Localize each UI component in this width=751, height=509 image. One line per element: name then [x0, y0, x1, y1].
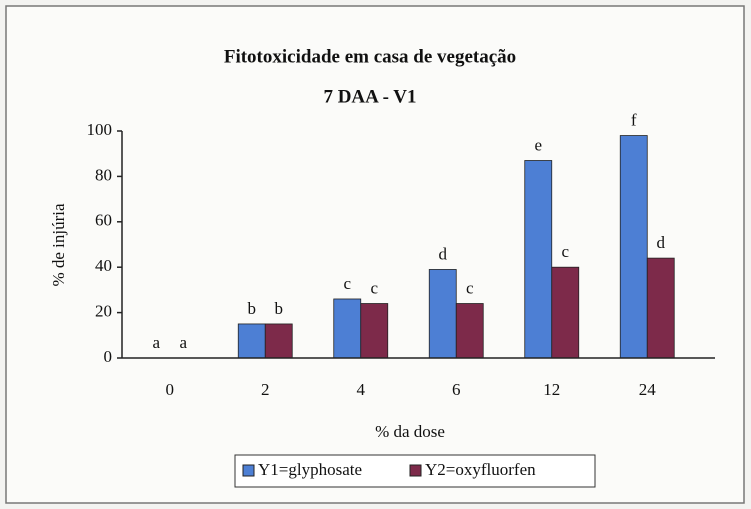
bar [619, 135, 648, 359]
chart-subtitle: 7 DAA - V1 [323, 86, 416, 107]
x-tick-label: 0 [166, 380, 175, 399]
bar [524, 160, 553, 359]
bar-letter: c [466, 278, 474, 297]
bar-letter: f [631, 110, 637, 129]
x-axis-label: % da dose [375, 422, 445, 441]
bar [237, 323, 266, 359]
bar-letter: c [343, 274, 351, 293]
bar-letter: d [657, 233, 666, 252]
x-tick-label: 12 [543, 380, 560, 399]
y-tick-label: 100 [87, 120, 113, 139]
bar-letter: c [370, 278, 378, 297]
bar-letter: a [152, 333, 160, 352]
x-tick-label: 4 [357, 380, 366, 399]
chart-title: Fitotoxicidade em casa de vegetação [224, 46, 516, 67]
y-tick-label: 40 [95, 256, 112, 275]
legend-swatch [409, 464, 422, 477]
legend-swatch [242, 464, 255, 477]
y-tick-label: 80 [95, 165, 112, 184]
bar-letter: b [275, 299, 284, 318]
bar [455, 303, 484, 359]
y-tick-label: 20 [95, 302, 112, 321]
bar [333, 298, 362, 359]
bar [264, 323, 293, 359]
x-tick-label: 2 [261, 380, 270, 399]
y-tick-label: 0 [104, 347, 113, 366]
legend-label: Y2=oxyfluorfen [425, 460, 536, 479]
bar-letter: a [179, 333, 187, 352]
bar [646, 257, 675, 359]
bar-letter: d [439, 244, 448, 263]
bar [360, 303, 389, 359]
bar-letter: e [534, 135, 542, 154]
bar [551, 266, 580, 359]
bar-letter: c [561, 242, 569, 261]
bar [428, 269, 457, 359]
y-tick-label: 60 [95, 211, 112, 230]
x-tick-label: 6 [452, 380, 461, 399]
x-tick-label: 24 [639, 380, 657, 399]
legend-label: Y1=glyphosate [258, 460, 362, 479]
bar-letter: b [248, 299, 257, 318]
y-axis-label: % de injúria [49, 203, 68, 287]
